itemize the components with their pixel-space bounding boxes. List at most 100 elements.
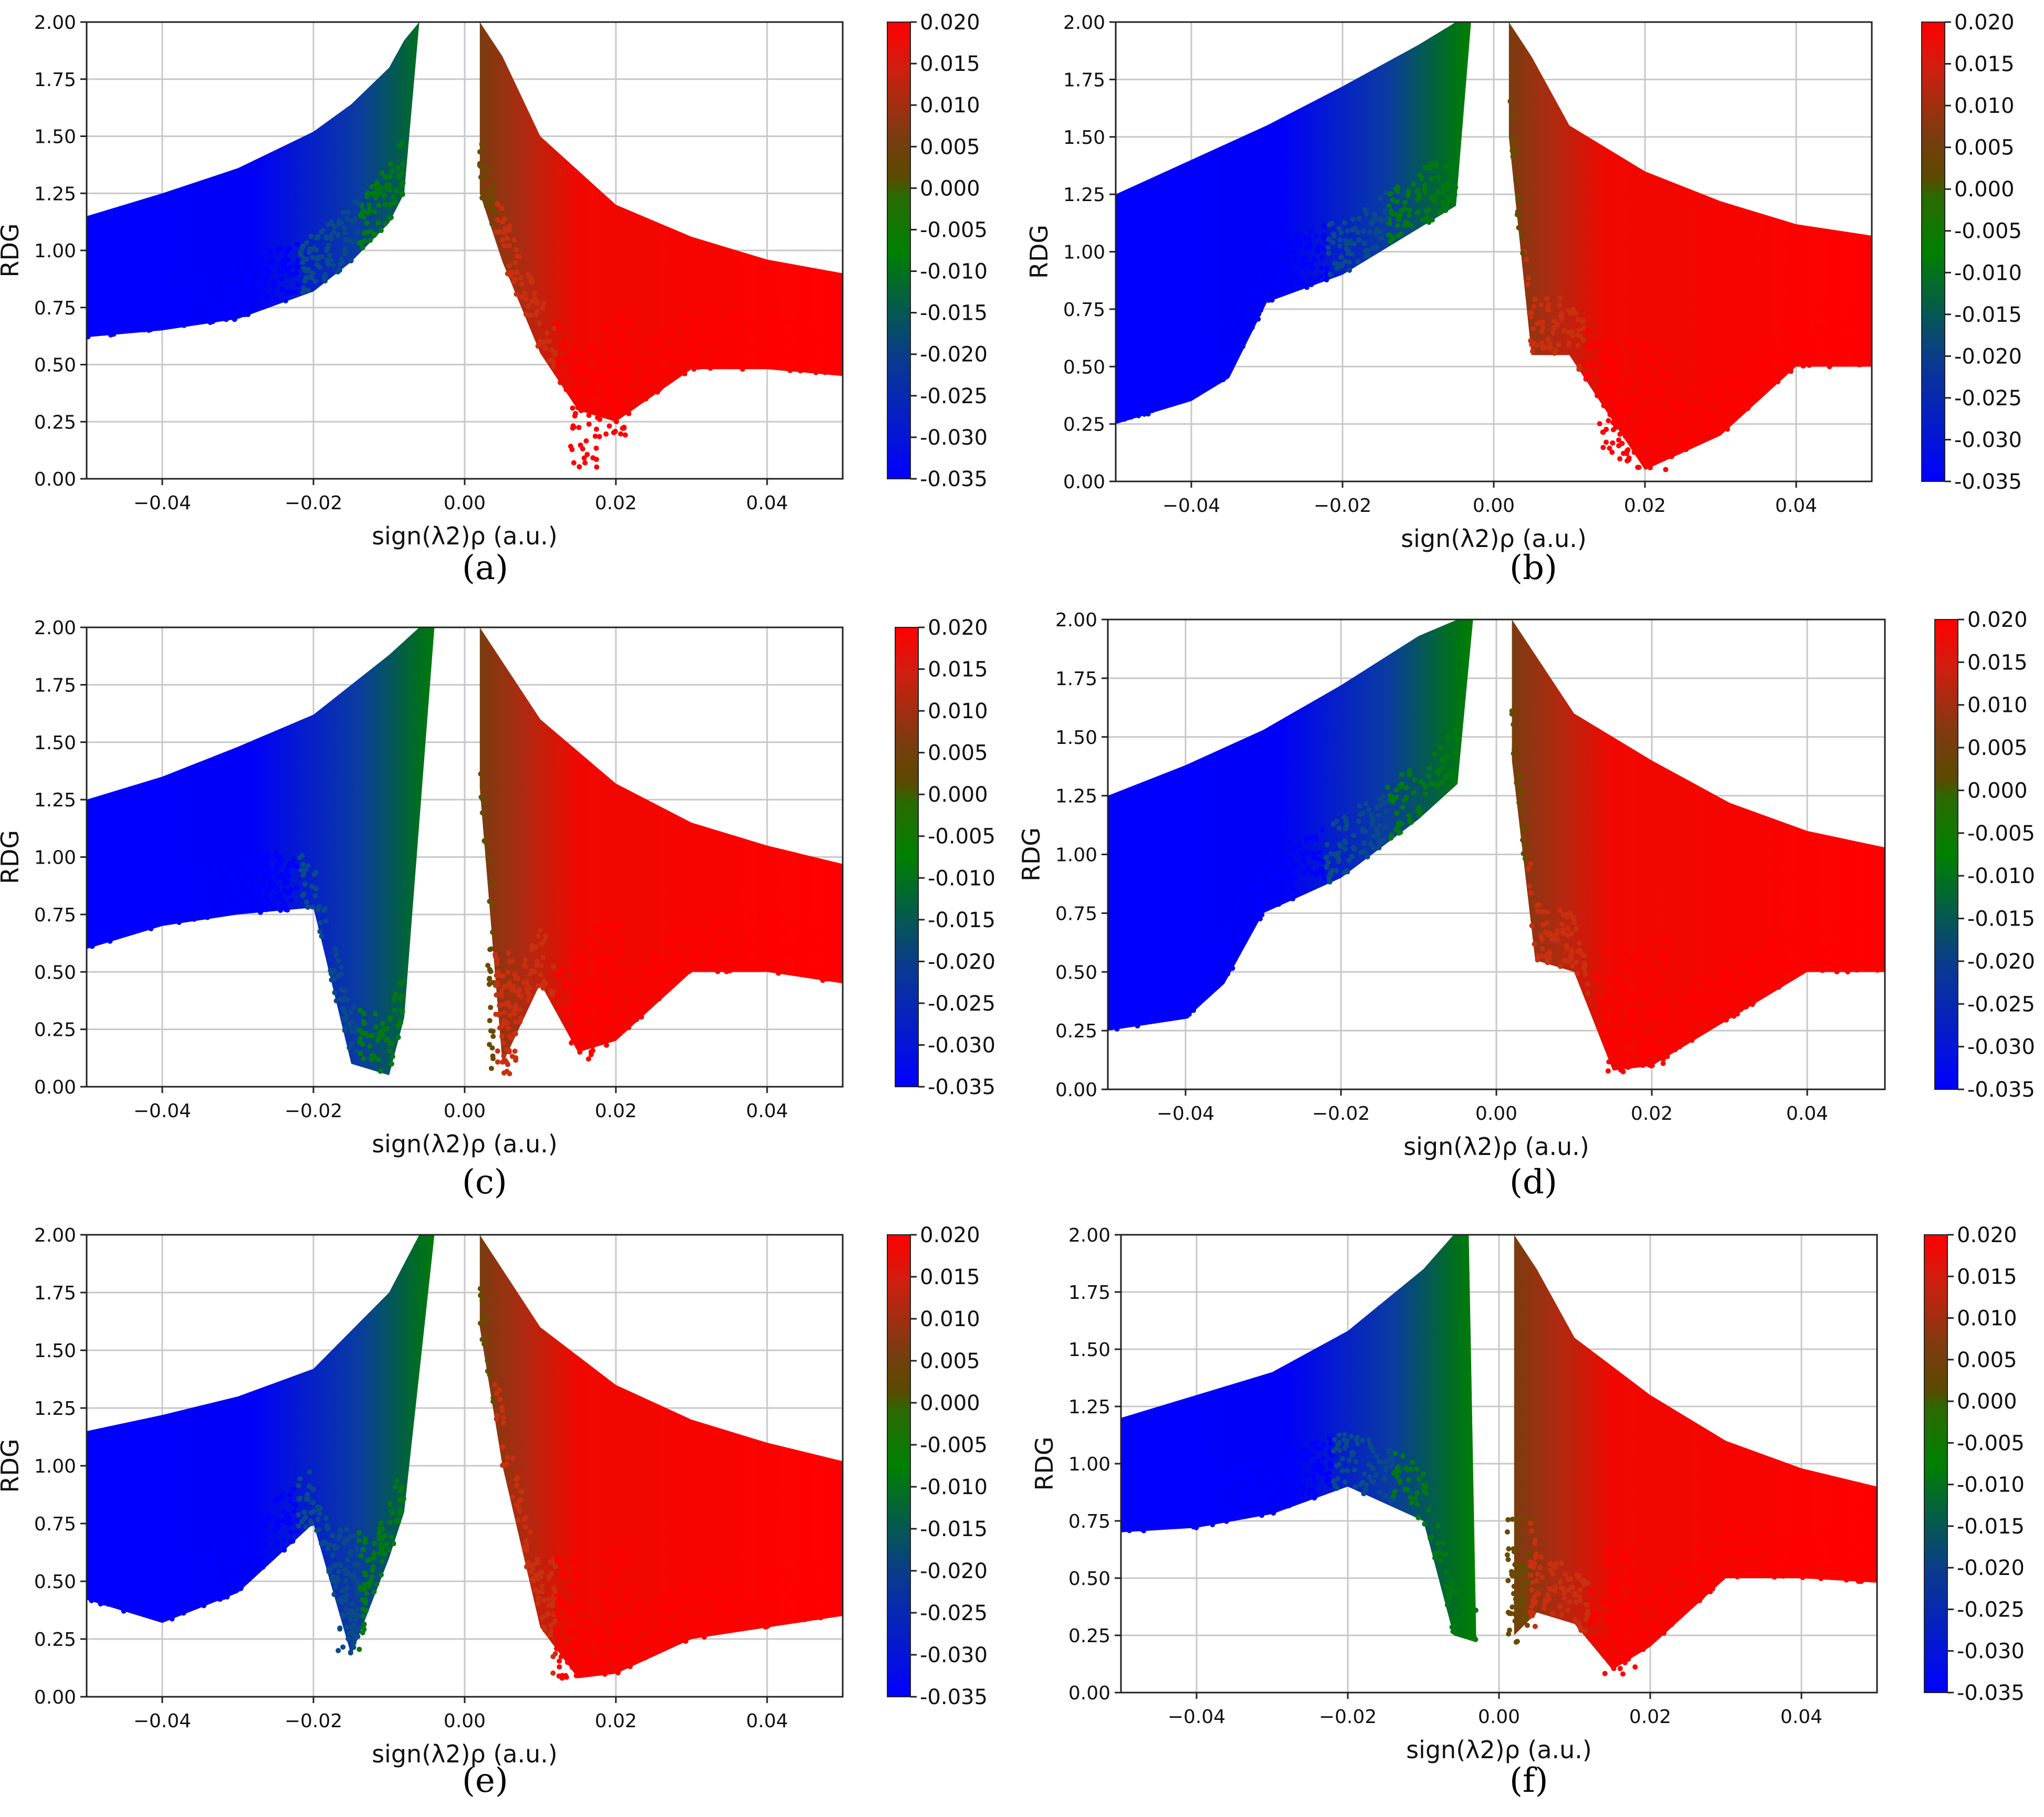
scatter-point xyxy=(127,904,133,910)
spike-point xyxy=(594,979,600,985)
x-tick-label: −0.04 xyxy=(1157,1103,1214,1125)
scatter-point xyxy=(1538,302,1544,308)
scatter-point xyxy=(1703,390,1709,395)
scatter-point xyxy=(1764,961,1769,967)
scatter-point xyxy=(670,947,676,952)
scatter-point xyxy=(785,318,791,323)
scatter-point xyxy=(1775,933,1781,939)
x-tick-label: 0.00 xyxy=(444,492,486,514)
scatter-point xyxy=(1235,336,1241,342)
scatter-point xyxy=(355,200,361,206)
scatter-point xyxy=(1377,823,1383,828)
colorbar-tick-label: 0.000 xyxy=(920,176,980,201)
scatter-point xyxy=(802,333,808,339)
scatter-point xyxy=(163,866,169,872)
scatter-point xyxy=(787,360,792,366)
scatter-point xyxy=(1444,773,1450,779)
spike-point xyxy=(505,1000,510,1005)
scatter-point xyxy=(1180,995,1186,1001)
scatter-point xyxy=(599,1626,605,1632)
scatter-point xyxy=(243,1540,249,1546)
scatter-point xyxy=(662,1610,667,1615)
scatter-point xyxy=(1564,912,1569,918)
scatter-point xyxy=(391,194,396,200)
scatter-point xyxy=(718,1613,724,1619)
spike-point xyxy=(592,433,598,439)
scatter-point xyxy=(1678,427,1683,433)
scatter-point xyxy=(772,1611,778,1617)
colorbar-tick-label: -0.010 xyxy=(1954,261,2022,285)
scatter-point xyxy=(89,1598,95,1603)
scatter-point xyxy=(1776,352,1782,358)
scatter-point xyxy=(349,1041,354,1047)
scatter-point xyxy=(239,1534,245,1540)
scatter-point xyxy=(1343,240,1349,246)
scatter-point xyxy=(518,295,524,300)
scatter-point xyxy=(530,1562,536,1568)
spike-point xyxy=(603,924,609,930)
scatter-point xyxy=(669,960,675,966)
colorbar-gradient xyxy=(1921,22,1945,482)
scatter-point xyxy=(350,1018,355,1024)
scatter-point xyxy=(399,1484,404,1490)
scatter-point xyxy=(175,302,181,308)
scatter-point xyxy=(496,1387,502,1393)
scatter-point xyxy=(125,291,131,297)
scatter-point xyxy=(574,1036,580,1042)
scatter-point xyxy=(1142,391,1148,396)
scatter-point xyxy=(1722,381,1728,387)
scatter-point xyxy=(1775,946,1781,951)
scatter-point xyxy=(305,905,311,910)
scatter-point xyxy=(711,936,717,941)
x-tick-label: 0.00 xyxy=(1475,1103,1517,1125)
scatter-point xyxy=(1880,951,1885,957)
scatter-point xyxy=(1406,813,1412,818)
scatter-point xyxy=(1398,208,1404,214)
scatter-point xyxy=(1118,366,1124,372)
scatter-point xyxy=(1156,379,1162,385)
scatter-point xyxy=(399,1008,405,1014)
scatter-point xyxy=(1132,374,1138,380)
scatter-point xyxy=(1179,964,1185,970)
scatter-point xyxy=(582,372,588,378)
scatter-point xyxy=(1211,968,1217,973)
scatter-point xyxy=(122,318,128,324)
scatter-point xyxy=(802,1616,808,1622)
scatter-point xyxy=(1707,395,1713,401)
scatter-point xyxy=(1296,281,1302,287)
scatter-point xyxy=(1692,991,1697,996)
scatter-point xyxy=(1645,1006,1651,1012)
scatter-point xyxy=(777,348,783,354)
scatter-point xyxy=(382,202,388,207)
scatter-point xyxy=(1557,302,1563,308)
scatter-point xyxy=(1601,403,1607,408)
scatter-point xyxy=(274,296,279,302)
scatter-point xyxy=(724,330,729,335)
scatter-point xyxy=(380,1032,385,1038)
scatter-point xyxy=(1198,967,1203,972)
scatter-point xyxy=(582,1630,588,1636)
scatter-point xyxy=(1320,223,1326,228)
scatter-point xyxy=(626,1025,632,1031)
scatter-point xyxy=(286,874,292,879)
spike-point xyxy=(586,413,592,418)
spike-point xyxy=(579,964,585,970)
spike-point xyxy=(1616,437,1621,443)
scatter-point xyxy=(253,884,259,889)
scatter-point xyxy=(1287,856,1293,862)
scatter-point xyxy=(1260,862,1266,868)
scatter-point xyxy=(638,1014,644,1020)
scatter-point xyxy=(1557,907,1563,913)
scatter-point xyxy=(1162,999,1168,1005)
scatter-point xyxy=(1816,307,1821,313)
scatter-point xyxy=(127,324,132,330)
scatter-point xyxy=(301,285,307,291)
scatter-point xyxy=(1387,220,1392,226)
scatter-point xyxy=(235,295,240,300)
scatter-point xyxy=(306,288,311,293)
scatter-point xyxy=(295,241,300,247)
scatter-point xyxy=(651,343,657,349)
scatter-point xyxy=(1219,961,1225,967)
spike-point xyxy=(625,401,631,406)
scatter-point xyxy=(540,985,546,991)
